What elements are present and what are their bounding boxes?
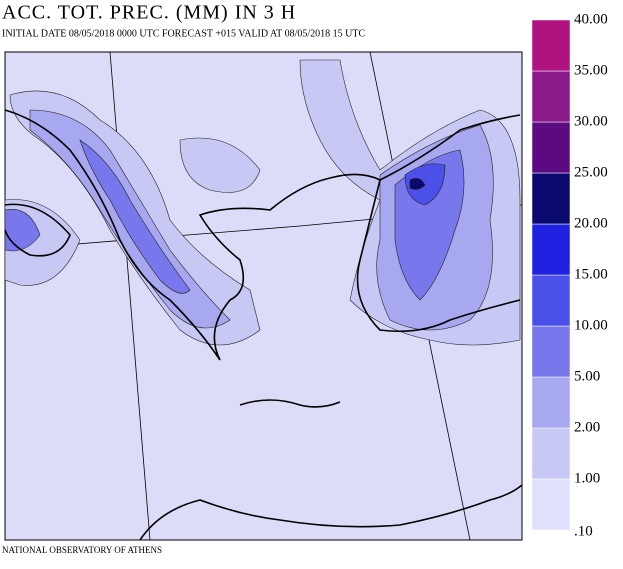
level-label: 10.00 [574,317,608,333]
color-bin [531,70,571,123]
color-bin [531,19,571,72]
level-label: 30.00 [574,113,608,129]
colorbar: .10 1.00 2.00 5.00 10.00 15.00 20.00 25.00 30.00… [531,11,608,539]
level-label: 2.00 [574,419,600,435]
footer: NATIONAL OBSERVATORY OF ATHENS [2,545,162,555]
precip-area [4,208,41,252]
subtitle: INITIAL DATE 08/05/2018 0000 UTC FORECAS… [2,28,365,39]
level-label: 15.00 [574,266,608,282]
color-bin [531,223,571,276]
coastline [4,203,71,257]
color-bin [531,172,571,225]
level-label: 25.00 [574,164,608,180]
coastline [139,484,523,541]
precip-area [79,139,191,294]
coastline [4,109,521,361]
level-label: 20.00 [574,215,608,231]
level-label: 1.00 [574,470,600,486]
precip-area [409,178,426,190]
coastline [239,399,341,408]
color-bin [531,325,571,378]
color-bin [531,478,571,531]
color-bin [531,121,571,174]
level-label: .10 [574,523,593,539]
coastlines [4,109,523,541]
level-label: 5.00 [574,368,600,384]
title: ACC. TOT. PREC. (MM) IN 3 H [2,2,296,24]
color-bin [531,427,571,480]
color-bin [531,274,571,327]
level-label: 35.00 [574,62,608,78]
map [4,51,523,541]
coastline [356,179,521,333]
color-bin [531,376,571,429]
precip-area [179,137,261,193]
level-label: 40.00 [574,11,608,27]
